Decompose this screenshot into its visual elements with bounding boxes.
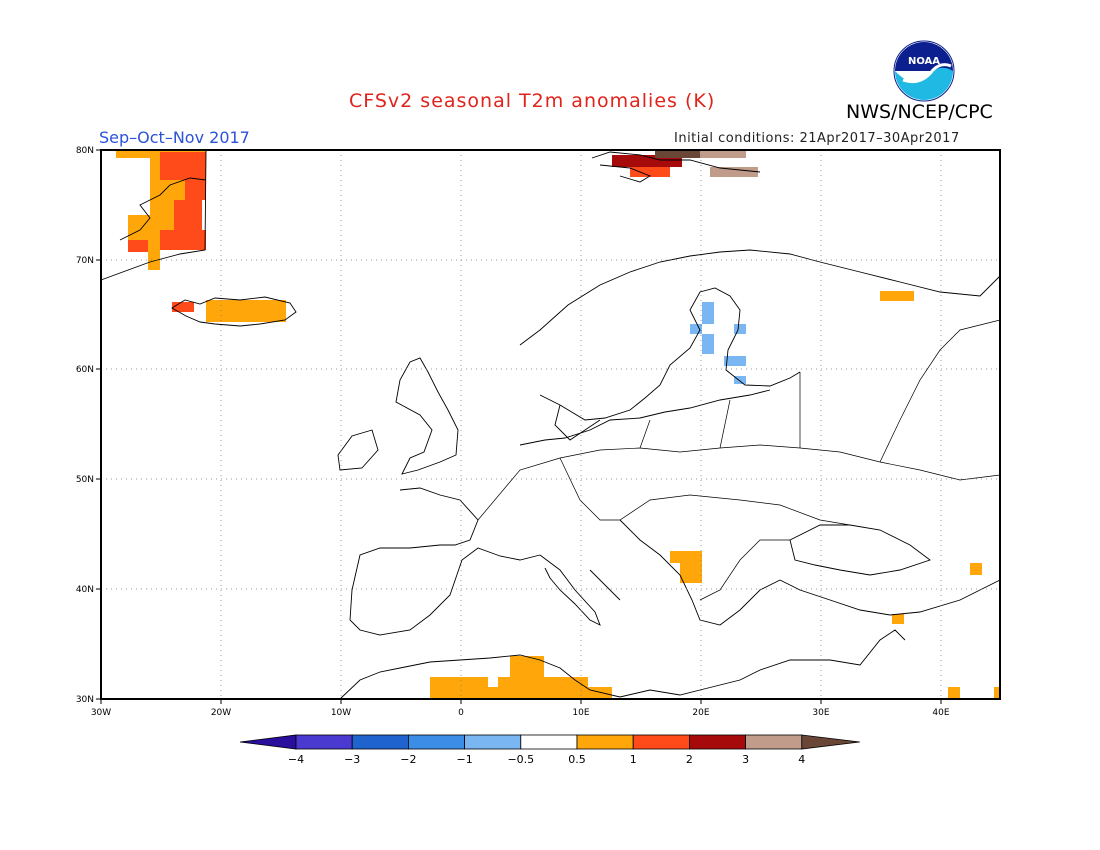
map-frame: [100, 149, 1001, 700]
colorbar-box: [745, 734, 803, 750]
initial-conditions-label: Initial conditions: 21Apr2017–30Apr2017: [674, 131, 960, 146]
lon-label-10e: 10E: [572, 708, 589, 718]
coastlines: [100, 149, 1001, 700]
lon-label-10w: 10W: [331, 708, 351, 718]
colorbar-box: [295, 734, 353, 750]
colorbar-tick-label: 3: [742, 753, 749, 766]
lon-label-20e: 20E: [692, 708, 709, 718]
colorbar-box: [689, 734, 747, 750]
lon-label-40e: 40E: [932, 708, 949, 718]
colorbar-tick-label: −3: [344, 753, 360, 766]
anomaly-cells: [116, 150, 1000, 699]
lat-label-80n: 80N: [76, 146, 94, 156]
colorbar-box: [351, 734, 409, 750]
season-label: Sep–Oct–Nov 2017: [99, 128, 250, 147]
chart-title: CFSv2 seasonal T2m anomalies (K): [349, 90, 716, 112]
colorbar-box: [520, 734, 578, 750]
colorbar-tick-label: −2: [400, 753, 416, 766]
axis-ticks: [96, 149, 942, 704]
agency-label: NWS/NCEP/CPC: [846, 101, 993, 123]
colorbar-labels: −4 −3 −2 −1 −0.5 0.5 1 2 3 4: [288, 753, 805, 766]
noaa-logo: NOAA: [893, 40, 955, 102]
lon-label-20w: 20W: [211, 708, 231, 718]
colorbar-arrow-high: [801, 734, 860, 750]
colorbar-tick-label: 2: [686, 753, 693, 766]
lon-label-0: 0: [458, 708, 464, 718]
colorbar-tick-label: −4: [288, 753, 304, 766]
lon-label-30w: 30W: [91, 708, 111, 718]
colorbar-box: [407, 734, 465, 750]
lat-label-30n: 30N: [76, 695, 94, 705]
logo-text: NOAA: [908, 56, 940, 67]
colorbar-tick-label: −1: [456, 753, 472, 766]
lat-label-60n: 60N: [76, 365, 94, 375]
colorbar-boxes: [239, 734, 860, 750]
colorbar-box: [464, 734, 522, 750]
colorbar-tick-label: 0.5: [568, 753, 586, 766]
colorbar-arrow-low: [239, 734, 297, 750]
lon-label-30e: 30E: [812, 708, 829, 718]
colorbar-box: [576, 734, 634, 750]
colorbar-box: [632, 734, 690, 750]
colorbar-tick-label: 1: [630, 753, 637, 766]
colorbar-tick-label: 4: [798, 753, 805, 766]
colorbar-tick-label: −0.5: [507, 753, 534, 766]
lat-label-40n: 40N: [76, 585, 94, 595]
lat-label-50n: 50N: [76, 475, 94, 485]
lat-label-70n: 70N: [76, 256, 94, 266]
